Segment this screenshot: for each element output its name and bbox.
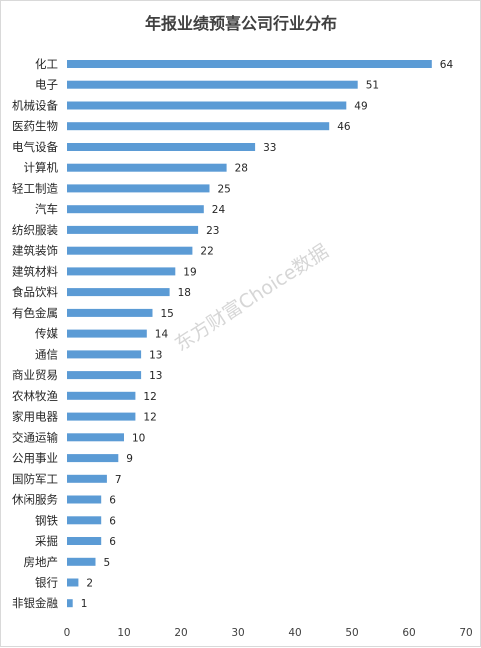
category-label-18: 交通运输 xyxy=(12,430,58,444)
bar-23 xyxy=(67,537,102,545)
value-label-23: 6 xyxy=(109,536,116,548)
value-label-15: 13 xyxy=(149,370,162,382)
bar-8 xyxy=(67,225,199,234)
category-label-19: 公用事业 xyxy=(12,451,58,465)
value-label-9: 22 xyxy=(200,246,213,258)
bar-2 xyxy=(67,101,347,110)
bar-3 xyxy=(67,122,330,131)
bar-11 xyxy=(67,288,170,297)
category-label-11: 食品饮料 xyxy=(12,285,58,299)
bar-18 xyxy=(67,433,124,442)
category-label-12: 有色金属 xyxy=(12,306,58,320)
value-label-3: 46 xyxy=(337,121,351,133)
value-label-16: 12 xyxy=(143,391,156,403)
x-tick-label-3: 30 xyxy=(231,627,244,639)
value-label-20: 7 xyxy=(115,474,122,486)
category-label-13: 传媒 xyxy=(35,327,58,341)
category-label-20: 国防军工 xyxy=(12,472,58,486)
value-label-1: 51 xyxy=(366,80,379,92)
bars-group xyxy=(67,60,432,608)
category-label-9: 建筑装饰 xyxy=(12,244,58,258)
bar-20 xyxy=(67,474,107,483)
category-label-4: 电气设备 xyxy=(12,140,58,154)
value-label-11: 18 xyxy=(178,287,191,299)
value-label-22: 6 xyxy=(109,515,116,527)
x-tick-label-4: 40 xyxy=(288,627,301,639)
category-label-8: 纺织服装 xyxy=(12,223,58,237)
value-label-6: 25 xyxy=(218,183,231,195)
bar-15 xyxy=(67,371,142,380)
bar-19 xyxy=(67,454,119,463)
value-label-13: 14 xyxy=(155,329,169,341)
value-label-8: 23 xyxy=(206,225,219,237)
bar-0 xyxy=(67,60,432,68)
category-label-2: 机械设备 xyxy=(12,99,58,113)
x-tick-label-2: 20 xyxy=(174,627,187,639)
bar-9 xyxy=(67,246,193,255)
bar-21 xyxy=(67,495,102,504)
value-label-0: 64 xyxy=(440,59,454,71)
value-labels: 6451494633282524232219181514131312121097… xyxy=(81,59,454,610)
watermark: 东方财富Choice数据 xyxy=(171,240,333,356)
value-label-4: 33 xyxy=(263,142,276,154)
bar-7 xyxy=(67,205,204,214)
category-label-6: 轻工制造 xyxy=(12,181,58,195)
x-axis-ticks: 0 10 20 30 40 50 60 70 xyxy=(64,627,473,639)
category-label-7: 汽车 xyxy=(35,202,58,216)
category-label-14: 通信 xyxy=(35,347,58,361)
x-tick-label-1: 10 xyxy=(117,627,130,639)
category-label-5: 计算机 xyxy=(24,161,59,175)
value-label-24: 5 xyxy=(104,557,111,569)
x-tick-label-7: 70 xyxy=(459,627,472,639)
bar-22 xyxy=(67,516,102,525)
value-label-18: 10 xyxy=(132,432,145,444)
value-label-17: 12 xyxy=(143,412,156,424)
bar-24 xyxy=(67,557,96,566)
x-tick-label-6: 60 xyxy=(402,627,415,639)
x-tick-label-5: 50 xyxy=(345,627,358,639)
category-label-24: 房地产 xyxy=(24,555,59,569)
value-label-12: 15 xyxy=(161,308,174,320)
category-label-15: 商业贸易 xyxy=(12,368,58,382)
bar-4 xyxy=(67,143,256,151)
bar-25 xyxy=(67,578,79,587)
value-label-5: 28 xyxy=(235,163,248,175)
category-labels: 化工电子机械设备医药生物电气设备计算机轻工制造汽车纺织服装建筑装饰建筑材料食品饮… xyxy=(12,57,58,610)
value-label-10: 19 xyxy=(183,266,196,278)
value-label-19: 9 xyxy=(126,453,133,465)
bar-10 xyxy=(67,267,176,276)
category-label-17: 家用电器 xyxy=(12,410,58,424)
value-label-2: 49 xyxy=(354,101,367,113)
category-label-21: 休闲服务 xyxy=(12,493,58,507)
category-label-10: 建筑材料 xyxy=(12,264,58,278)
category-label-26: 非银金融 xyxy=(12,596,58,610)
bar-14 xyxy=(67,350,142,359)
bar-16 xyxy=(67,391,136,400)
category-label-23: 采掘 xyxy=(35,534,58,548)
value-label-21: 6 xyxy=(109,495,116,507)
value-label-25: 2 xyxy=(86,578,93,590)
category-label-1: 电子 xyxy=(35,78,58,92)
bar-26 xyxy=(67,599,73,608)
value-label-7: 24 xyxy=(212,204,226,216)
bar-13 xyxy=(67,329,147,338)
bar-6 xyxy=(67,184,210,193)
category-label-3: 医药生物 xyxy=(12,119,58,133)
category-label-16: 农林牧渔 xyxy=(12,389,58,403)
bar-5 xyxy=(67,163,227,172)
bar-17 xyxy=(67,412,136,421)
category-label-0: 化工 xyxy=(35,57,58,71)
x-tick-label-0: 0 xyxy=(64,627,71,639)
chart-title: 年报业绩预喜公司行业分布 xyxy=(145,14,337,33)
category-label-22: 钢铁 xyxy=(35,513,58,527)
category-label-25: 银行 xyxy=(35,576,58,590)
value-label-26: 1 xyxy=(81,598,88,610)
value-label-14: 13 xyxy=(149,349,162,361)
bar-1 xyxy=(67,80,358,89)
bar-12 xyxy=(67,308,153,317)
